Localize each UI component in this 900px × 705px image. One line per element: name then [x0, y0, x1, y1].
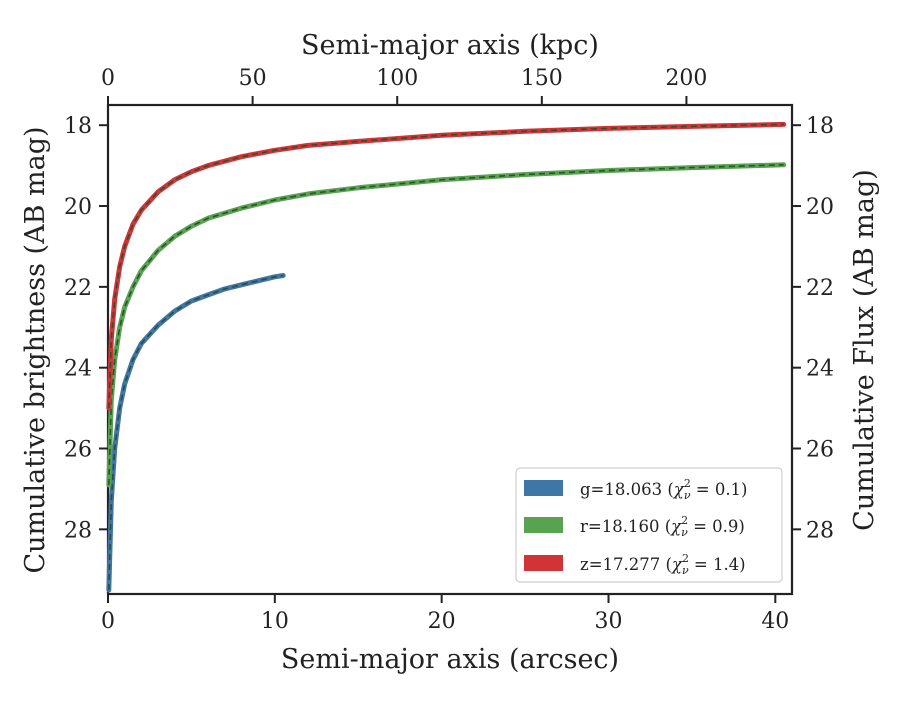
y-right-tick-label: 24: [806, 357, 834, 382]
y-axis-left-ticks: 18 20 22 24 26 28: [64, 114, 108, 543]
y-tick-label: 26: [64, 438, 92, 463]
legend-label-z: z=17.277 (χ2 ν = 1.4): [580, 552, 746, 577]
x-top-tick-label: 150: [521, 66, 563, 91]
y-tick-label: 20: [64, 195, 92, 220]
series-fit-line-g: [108, 274, 284, 591]
legend-box: [515, 467, 783, 583]
series-fit-line-z: [108, 123, 784, 409]
series-line-g: [106, 273, 286, 593]
y-tick-label: 22: [64, 276, 92, 301]
y-right-tick-label: 28: [806, 518, 834, 543]
legend-swatch-r: [524, 517, 563, 533]
plot-frame: [106, 103, 794, 596]
x-tick-label: 20: [428, 609, 456, 634]
x-tick-label: 30: [594, 609, 622, 634]
x-tick-label: 10: [261, 609, 289, 634]
y-tick-label: 18: [64, 114, 92, 139]
y-axis-right-ticks: 18 20 22 24 26 28: [792, 114, 834, 543]
y-axis-title: Cumulative brightness (AB mag): [20, 126, 51, 573]
y-right-tick-label: 22: [806, 276, 834, 301]
legend: g=18.063 (χ2 ν = 0.1) r=18.160 (χ2 ν = 0.9…: [515, 467, 783, 583]
x-top-tick-label: 0: [101, 66, 115, 91]
y-right-tick-label: 18: [806, 114, 834, 139]
y-right-tick-label: 26: [806, 438, 834, 463]
x-axis-top-ticks: 0 50 100 150 200: [101, 66, 707, 105]
legend-swatch-z: [524, 555, 563, 571]
x-top-tick-label: 200: [665, 66, 707, 91]
x-axis-top-title: Semi-major axis (kpc): [301, 30, 599, 61]
legend-swatch-g: [524, 480, 563, 496]
x-axis-title: Semi-major axis (arcsec): [281, 644, 619, 675]
series-curves: [106, 121, 787, 593]
legend-label-r: r=18.160 (χ2 ν = 0.9): [580, 514, 745, 539]
y-tick-label: 24: [64, 357, 92, 382]
x-tick-label: 40: [761, 609, 789, 634]
y-tick-label: 28: [64, 518, 92, 543]
y-axis-right-title: Cumulative Flux (AB mag): [849, 169, 880, 531]
legend-label-g: g=18.063 (χ2 ν = 0.1): [580, 477, 748, 502]
x-top-tick-label: 100: [376, 66, 418, 91]
x-tick-label: 0: [101, 609, 115, 634]
x-top-tick-label: 50: [239, 66, 267, 91]
series-fit-line-r: [108, 164, 784, 485]
y-right-tick-label: 20: [806, 195, 834, 220]
series-line-r: [106, 162, 787, 488]
x-axis-bottom-ticks: 0 10 20 30 40: [101, 594, 789, 634]
